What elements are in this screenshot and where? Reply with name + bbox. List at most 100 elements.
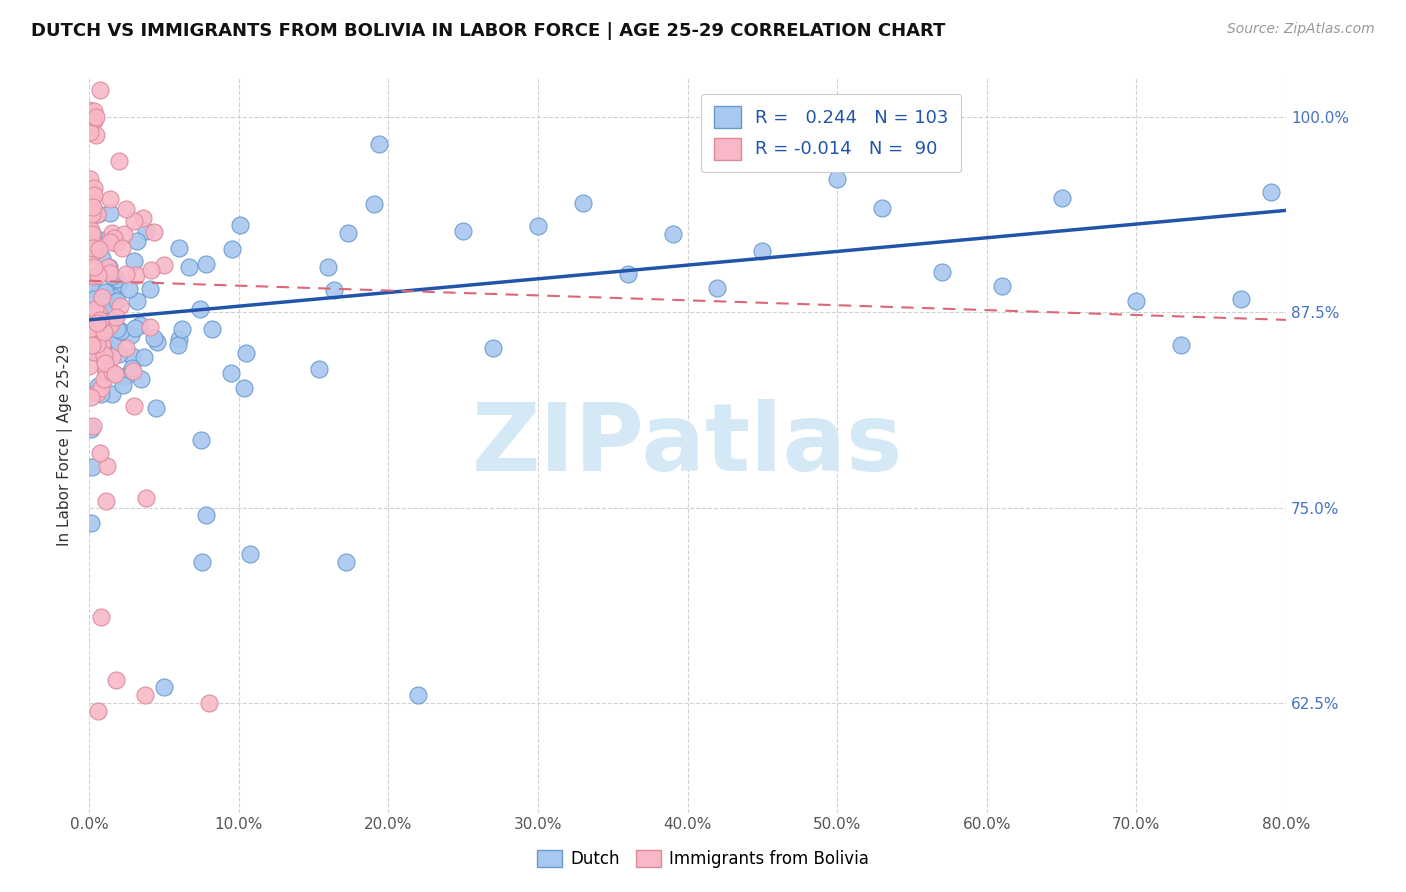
Point — [127, 294, 149, 309]
Point — [111, 378, 134, 392]
Point — [96, 365, 118, 379]
Point — [104, 331, 127, 345]
Point — [80, 337, 103, 351]
Point — [94, 356, 117, 370]
Point — [100, 350, 122, 364]
Point — [138, 319, 160, 334]
Point — [91, 345, 114, 359]
Point — [104, 310, 127, 325]
Point — [101, 299, 124, 313]
Point — [661, 227, 683, 242]
Point — [87, 309, 110, 323]
Point — [105, 293, 128, 308]
Point — [111, 241, 134, 255]
Point — [112, 370, 135, 384]
Point — [101, 227, 124, 241]
Point — [120, 328, 142, 343]
Point — [105, 272, 128, 286]
Point — [152, 681, 174, 695]
Point — [191, 555, 214, 569]
Point — [112, 227, 135, 241]
Point — [108, 347, 131, 361]
Point — [98, 260, 121, 275]
Point — [200, 322, 222, 336]
Point — [98, 193, 121, 207]
Point — [166, 338, 188, 352]
Point — [190, 434, 212, 448]
Point — [121, 349, 143, 363]
Point — [80, 246, 103, 260]
Point — [239, 548, 262, 562]
Point — [153, 258, 176, 272]
Point — [83, 110, 105, 124]
Point — [125, 268, 148, 283]
Point — [98, 206, 121, 220]
Point — [1260, 185, 1282, 199]
Point — [94, 494, 117, 508]
Point — [104, 673, 127, 687]
Point — [79, 323, 101, 337]
Point — [79, 171, 101, 186]
Point — [990, 279, 1012, 293]
Point — [93, 372, 115, 386]
Point — [121, 361, 143, 376]
Point — [167, 241, 190, 255]
Point — [98, 263, 121, 277]
Point — [82, 197, 104, 211]
Point — [93, 348, 115, 362]
Point — [115, 368, 138, 382]
Point — [84, 110, 107, 124]
Point — [124, 321, 146, 335]
Point — [83, 260, 105, 275]
Point — [82, 228, 104, 243]
Point — [406, 688, 429, 702]
Point — [86, 316, 108, 330]
Point — [198, 696, 221, 710]
Point — [96, 310, 118, 324]
Point — [96, 459, 118, 474]
Point — [1050, 191, 1073, 205]
Point — [89, 313, 111, 327]
Point — [527, 219, 550, 233]
Point — [125, 234, 148, 248]
Point — [122, 254, 145, 268]
Point — [128, 318, 150, 332]
Point — [235, 346, 257, 360]
Point — [80, 516, 103, 531]
Point — [79, 226, 101, 240]
Point — [122, 214, 145, 228]
Point — [82, 418, 104, 433]
Point — [86, 337, 108, 351]
Point — [572, 195, 595, 210]
Text: Source: ZipAtlas.com: Source: ZipAtlas.com — [1227, 22, 1375, 37]
Point — [335, 555, 357, 569]
Point — [103, 295, 125, 310]
Point — [94, 364, 117, 378]
Point — [143, 331, 166, 345]
Point — [1170, 338, 1192, 352]
Point — [451, 224, 474, 238]
Point — [751, 244, 773, 258]
Point — [132, 351, 155, 365]
Point — [104, 317, 127, 331]
Point — [79, 125, 101, 139]
Point — [122, 399, 145, 413]
Point — [139, 263, 162, 277]
Point — [167, 332, 190, 346]
Point — [134, 688, 156, 702]
Point — [115, 341, 138, 355]
Point — [98, 318, 121, 332]
Point — [84, 128, 107, 142]
Legend: Dutch, Immigrants from Bolivia: Dutch, Immigrants from Bolivia — [530, 843, 876, 875]
Text: ZIPatlas: ZIPatlas — [472, 399, 903, 491]
Point — [135, 491, 157, 505]
Point — [82, 460, 104, 475]
Point — [706, 280, 728, 294]
Point — [80, 278, 103, 293]
Point — [105, 235, 128, 250]
Point — [86, 386, 108, 401]
Point — [194, 508, 217, 523]
Point — [87, 207, 110, 221]
Point — [77, 359, 100, 374]
Point — [101, 336, 124, 351]
